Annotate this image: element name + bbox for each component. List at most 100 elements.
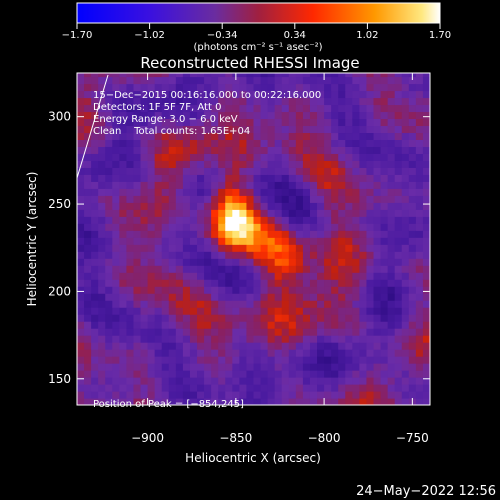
heatmap-cell [281,342,290,350]
heatmap-cell [140,377,149,385]
heatmap-cell [317,83,325,92]
heatmap-cell [126,216,135,224]
heatmap-cell [331,146,339,154]
solar-limb-line [77,74,109,179]
heatmap-cell [154,76,163,85]
heatmap-cell [147,104,156,113]
heatmap-cell [267,118,276,127]
heatmap-cell [288,132,297,140]
heatmap-cell [161,209,170,217]
heatmap-cell [394,209,403,217]
heatmap-cell [288,342,297,350]
heatmap-cell [324,279,332,287]
heatmap-cell [77,251,85,259]
heatmap-cell [394,272,403,280]
heatmap-cell [281,146,290,154]
annotation-detectors: Detectors: 1F 5F 7F, Att 0 [93,102,221,113]
heatmap-cell [352,356,360,364]
heatmap-cell [387,356,396,364]
heatmap-cell [239,146,248,154]
heatmap-cell [352,244,360,252]
heatmap-cell [126,279,135,287]
heatmap-cell [288,188,297,196]
heatmap-cell [105,132,113,140]
heatmap-cell [324,209,332,217]
heatmap-cell [253,230,262,238]
heatmap-cell [112,132,120,140]
heatmap-cell [112,76,120,85]
heatmap-cell [352,370,360,378]
heatmap-cell [295,216,304,224]
heatmap-cell [154,132,163,140]
heatmap-cell [246,349,255,357]
heatmap-cell [225,153,233,161]
heatmap-cell [408,111,417,120]
heatmap-cell [161,244,170,252]
heatmap-cell [401,328,410,336]
heatmap-cell [175,363,184,371]
heatmap-cell [401,167,410,175]
heatmap-cell [359,230,368,238]
heatmap-cell [91,73,99,78]
heatmap-cell [133,342,142,350]
heatmap-cell [218,300,226,308]
heatmap-cell [253,90,262,99]
heatmap-cell [373,307,382,315]
heatmap-cell [352,272,360,280]
heatmap-cell [338,398,346,405]
heatmap-cell [366,237,375,245]
heatmap-cell [154,111,163,120]
heatmap-cell [324,167,332,175]
y-tick-label: 150 [48,372,71,386]
heatmap-cell [239,160,248,168]
heatmap-cell [309,76,318,85]
heatmap-cell [415,300,424,308]
heatmap-cell [232,314,240,322]
heatmap-cell [387,321,396,329]
heatmap-cell [281,111,290,120]
colorbar-tick-label: −1.02 [134,30,165,41]
heatmap-cell [338,349,346,357]
heatmap-cell [161,83,170,92]
heatmap-cell [98,125,106,134]
heatmap-cell [105,90,113,99]
heatmap-cell [302,265,311,273]
heatmap-cell [352,307,360,315]
heatmap-cell [239,272,248,280]
heatmap-cell [147,202,156,210]
heatmap-cell [260,230,269,238]
heatmap-cell [387,384,396,392]
heatmap-cell [98,97,106,106]
heatmap-cell [133,377,142,385]
heatmap-cell [415,293,424,301]
heatmap-cell [274,174,283,182]
heatmap-cell [154,363,163,371]
heatmap-cell [415,384,424,392]
heatmap-cell [225,160,233,168]
heatmap-cell [345,370,353,378]
heatmap-cell [218,237,226,245]
heatmap-cell [133,167,142,175]
heatmap-cell [317,118,325,127]
heatmap-cell [126,167,135,175]
heatmap-cell [140,139,149,147]
heatmap-cell [98,384,106,392]
heatmap-cell [189,279,198,287]
heatmap-cell [324,202,332,210]
heatmap-cell [77,230,85,238]
heatmap-cell [119,398,128,405]
heatmap-cell [387,335,396,343]
heatmap-cell [246,195,255,203]
heatmap-cell [359,272,368,280]
heatmap-cell [197,111,205,120]
heatmap-cell [119,118,128,127]
heatmap-cell [211,321,219,329]
heatmap-cell [119,223,128,231]
heatmap-cell [119,335,128,343]
heatmap-cell [345,195,353,203]
heatmap-cell [140,272,149,280]
heatmap-cell [211,216,219,224]
heatmap-cell [140,111,149,120]
heatmap-cell [182,73,191,78]
heatmap-cell [133,349,142,357]
